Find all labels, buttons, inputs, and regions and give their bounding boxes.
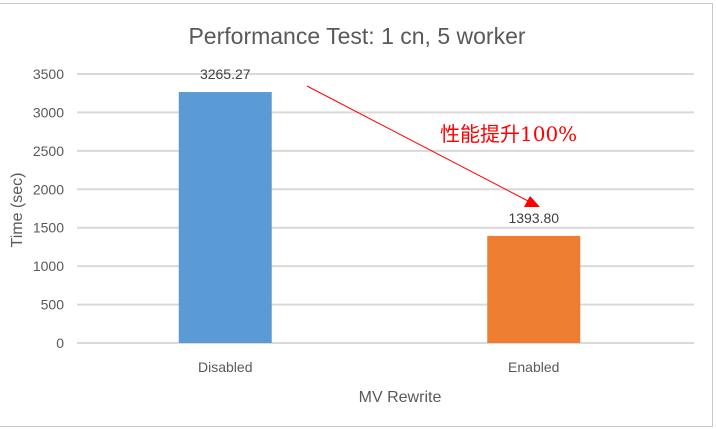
x-tick-label: Enabled: [508, 359, 559, 375]
annotation-text: 性能提升100%: [440, 122, 577, 146]
y-tick-label: 3000: [33, 104, 64, 120]
chart-frame: [0, 3, 713, 427]
y-tick-label: 1500: [33, 220, 64, 236]
x-axis-label: MV Rewrite: [359, 389, 442, 406]
y-tick-label: 500: [41, 297, 65, 313]
x-tick-label: Disabled: [198, 359, 252, 375]
y-tick-label: 2000: [33, 181, 64, 197]
data-label: 1393.80: [508, 210, 559, 226]
bar-disabled: [178, 92, 272, 343]
y-tick-label: 0: [56, 335, 64, 351]
y-axis-label: Time (sec): [9, 173, 26, 248]
annotation-arrow-head: [524, 196, 540, 207]
annotation-arrow-line: [306, 85, 529, 202]
bar-enabled: [487, 235, 581, 343]
y-tick-label: 2500: [33, 143, 64, 159]
data-label: 3265.27: [200, 66, 251, 82]
y-tick-label: 3500: [33, 66, 64, 82]
y-tick-label: 1000: [33, 258, 64, 274]
chart-title: Performance Test: 1 cn, 5 worker: [188, 23, 525, 49]
